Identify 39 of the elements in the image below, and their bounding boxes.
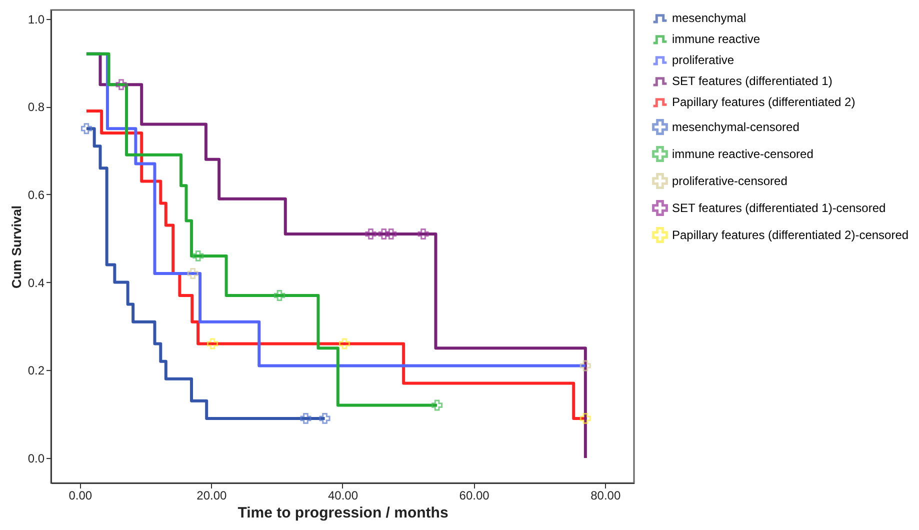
x-tick-label: 60.00 [459, 488, 490, 502]
point [432, 400, 443, 411]
y-tick-label: 1.0 [28, 12, 45, 26]
y-tick-label: 0.0 [28, 451, 45, 466]
x-tick-label: 20.00 [196, 488, 228, 502]
y-axis-title: Cum Survival [8, 205, 24, 289]
point [300, 412, 312, 424]
point [319, 412, 330, 424]
legend-label: SET features (differentiated 1)-censored [672, 201, 886, 215]
legend-label: mesenchymal [672, 11, 746, 25]
legend-label: immune reactive [672, 32, 760, 46]
y-tick-label: 0.6 [28, 188, 45, 202]
point [187, 268, 198, 280]
point [274, 290, 285, 301]
point [580, 412, 591, 424]
point [580, 360, 591, 372]
point [116, 79, 127, 90]
y-tick-label: 0.2 [28, 364, 45, 378]
x-tick-label: 80.00 [590, 488, 621, 502]
legend-label: Papillary features (differentiated 2)-censored [672, 228, 909, 242]
point [386, 228, 397, 240]
y-tick-label: 0.8 [28, 100, 45, 114]
x-tick-label: 0.00 [68, 488, 92, 502]
legend-label: Papillary features (differentiated 2) [672, 95, 856, 109]
point [192, 250, 204, 262]
y-tick-label: 0.4 [28, 276, 45, 290]
point [207, 338, 218, 350]
point [80, 123, 92, 134]
point [338, 338, 350, 350]
x-tick-label: 40.00 [328, 488, 358, 502]
x-axis-title: Time to progression / months [238, 504, 448, 522]
legend-label: immune reactive-censored [672, 147, 814, 161]
point [418, 228, 429, 240]
legend-label: proliferative-censored [672, 174, 788, 188]
point [365, 228, 376, 240]
legend-label: proliferative [672, 53, 734, 67]
legend-label: SET features (differentiated 1) [672, 74, 832, 88]
point [378, 228, 390, 240]
legend-label: mesenchymal-censored [672, 120, 800, 134]
